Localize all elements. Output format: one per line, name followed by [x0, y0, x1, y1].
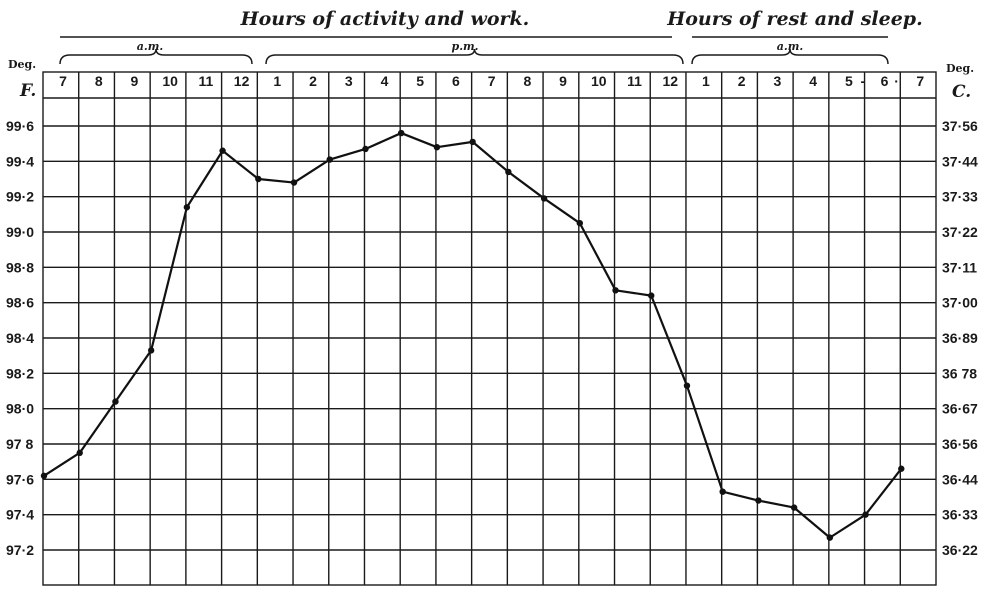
data-point [755, 497, 762, 504]
y-tick-label-celsius: 36·56 [942, 436, 978, 452]
hour-label: 11 [198, 73, 213, 89]
y-tick-label-celsius: 37·44 [942, 153, 978, 169]
data-point [76, 449, 83, 457]
hour-label: - [861, 73, 866, 89]
hour-label: 4 [381, 73, 389, 89]
data-point [112, 398, 119, 405]
data-point [790, 504, 798, 511]
data-point [219, 147, 226, 154]
left-unit-label: F. [19, 81, 36, 101]
data-point [576, 219, 583, 227]
y-tick-label-fahrenheit: 98·4 [6, 330, 34, 346]
hour-label: 6 [881, 73, 889, 89]
data-point [862, 511, 869, 518]
data-point [433, 144, 441, 151]
data-point [255, 175, 262, 183]
data-point [683, 382, 691, 389]
hour-label: 3 [774, 73, 782, 89]
brace-pm [265, 48, 684, 65]
data-point [398, 129, 405, 137]
y-tick-label-fahrenheit: 97·2 [6, 542, 34, 558]
y-tick-label-celsius: 36·33 [942, 507, 978, 523]
period-label-am-night: a.m. [777, 40, 804, 53]
y-tick-label-fahrenheit: 99·0 [6, 224, 34, 240]
right-deg-label: Deg. [946, 62, 974, 75]
y-tick-label-celsius: 36·89 [942, 330, 978, 346]
y-tick-label-fahrenheit: 98·8 [6, 259, 34, 275]
y-tick-label-fahrenheit: 98·0 [6, 401, 34, 417]
data-point [362, 145, 369, 153]
temperature-series-line [43, 131, 903, 539]
left-deg-label: Deg. [8, 58, 36, 71]
header-rest: Hours of rest and sleep. [666, 8, 922, 30]
hour-label: 12 [234, 73, 250, 89]
hour-label: 12 [662, 73, 678, 89]
data-point [826, 534, 834, 541]
hour-label: 3 [345, 73, 353, 89]
y-tick-label-fahrenheit: 97·6 [6, 471, 34, 487]
hour-label: 10 [162, 73, 178, 89]
data-point [290, 179, 298, 186]
data-point [469, 138, 476, 146]
hour-label: 5 [845, 73, 853, 89]
y-tick-label-fahrenheit: 98·6 [6, 295, 34, 311]
data-point [183, 204, 191, 211]
y-tick-label-celsius: 36·44 [942, 471, 978, 487]
header-activity: Hours of activity and work. [240, 8, 530, 30]
data-point [147, 347, 155, 354]
y-tick-label-fahrenheit: 99·2 [6, 189, 34, 205]
y-tick-label-fahrenheit: 99·4 [6, 153, 34, 169]
hour-label: 10 [591, 73, 607, 89]
hour-label: 2 [309, 73, 317, 89]
data-point [648, 292, 655, 299]
data-point [505, 168, 512, 176]
y-tick-label-celsius: 37·00 [942, 295, 978, 311]
hour-label: 2 [738, 73, 746, 89]
hour-label: 9 [559, 73, 567, 89]
data-point [719, 488, 726, 495]
period-label-am: a.m. [137, 40, 164, 53]
y-tick-label-celsius: 36 78 [942, 365, 977, 381]
hour-label: 8 [523, 73, 531, 89]
data-point [898, 465, 905, 472]
hour-label: 1 [273, 73, 281, 89]
y-tick-label-fahrenheit: 97 8 [6, 436, 33, 452]
hour-label: 5 [416, 73, 424, 89]
y-tick-label-fahrenheit: 98·2 [6, 365, 34, 381]
hour-label: 7 [488, 73, 496, 89]
hour-label: 4 [809, 73, 817, 89]
hour-label: 8 [95, 73, 103, 89]
period-label-pm: p.m. [452, 40, 479, 53]
y-tick-label-celsius: 37·33 [942, 189, 978, 205]
y-tick-label-celsius: 37·22 [942, 224, 978, 240]
hour-label: 11 [627, 73, 642, 89]
y-tick-label-fahrenheit: 99·6 [6, 118, 34, 134]
data-point [612, 287, 619, 294]
hour-label: 6 [452, 73, 460, 89]
y-tick-label-celsius: 37·56 [942, 118, 978, 134]
hour-label: 7 [916, 73, 924, 89]
hour-label: · [894, 73, 899, 89]
y-tick-label-celsius: 37·11 [942, 259, 977, 275]
hour-label: 9 [131, 73, 139, 89]
hour-label: 7 [59, 73, 67, 89]
brace-am-morning [59, 48, 253, 65]
brace-am-night [691, 48, 889, 65]
right-unit-label: C. [952, 82, 971, 102]
data-point [40, 472, 48, 479]
y-tick-label-celsius: 36·22 [942, 542, 978, 558]
hour-label: 1 [702, 73, 710, 89]
y-tick-label-celsius: 36·67 [942, 401, 978, 417]
data-point [326, 156, 333, 163]
plot-frame [42, 71, 937, 586]
data-point [540, 195, 548, 202]
y-tick-label-fahrenheit: 97·4 [6, 507, 34, 523]
